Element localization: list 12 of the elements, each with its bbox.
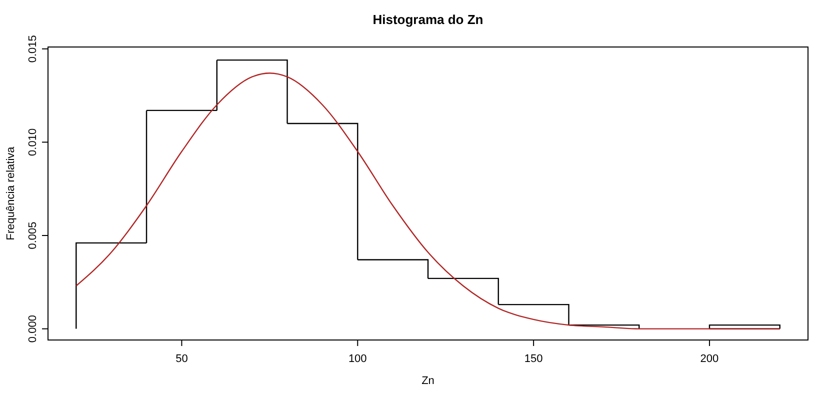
y-tick-label: 0.015 bbox=[27, 35, 39, 63]
y-axis-title: Frequência relativa bbox=[5, 146, 17, 240]
line-series bbox=[76, 72, 780, 330]
y-tick-label: 0.005 bbox=[27, 222, 39, 250]
x-axis-title: Zn bbox=[422, 375, 434, 387]
x-tick-label: 100 bbox=[348, 353, 367, 365]
y-tick-label: 0.010 bbox=[27, 128, 39, 156]
y-tick-label: 0.000 bbox=[27, 315, 39, 343]
x-tick-label: 50 bbox=[176, 353, 188, 365]
x-tick-label: 200 bbox=[700, 353, 719, 365]
chart-title: Histograma do Zn bbox=[372, 12, 484, 27]
x-tick-label: 150 bbox=[524, 353, 543, 365]
